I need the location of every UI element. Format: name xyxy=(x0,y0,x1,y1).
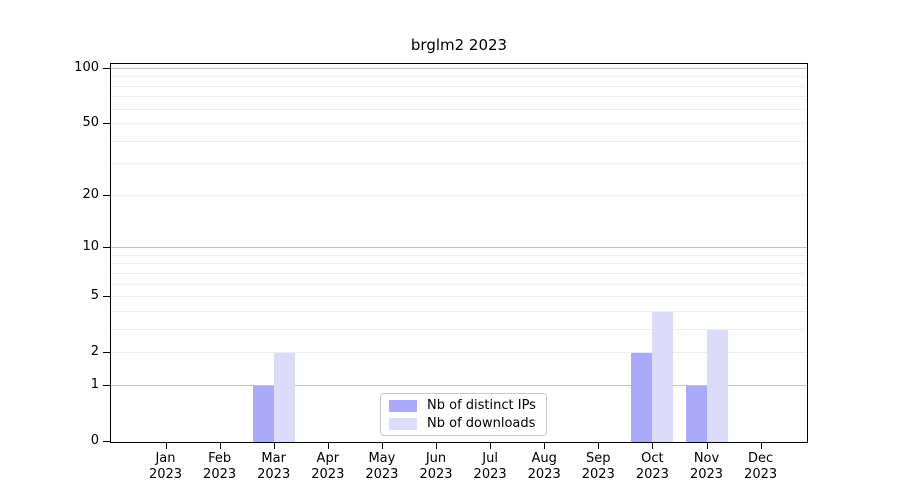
gridline-minor xyxy=(111,123,807,125)
x-tick-month: Jun xyxy=(425,451,447,466)
x-tick-label: Nov 2023 xyxy=(675,451,739,483)
x-axis-tick xyxy=(219,443,221,449)
legend: Nb of distinct IPs Nb of downloads xyxy=(380,393,547,436)
x-tick-label: Feb 2023 xyxy=(188,451,252,483)
bar-nb-of-distinct-ips xyxy=(631,353,653,442)
bar-nb-of-distinct-ips xyxy=(685,385,707,442)
y-tick-label: 10 xyxy=(82,239,99,255)
x-tick-year: 2023 xyxy=(365,467,399,482)
x-tick-year: 2023 xyxy=(419,467,453,482)
bar-nb-of-downloads xyxy=(652,311,674,442)
x-tick-label: Dec 2023 xyxy=(729,451,793,483)
bar-nb-of-downloads xyxy=(706,329,728,442)
x-tick-month: May xyxy=(368,451,396,466)
x-tick-month: Oct xyxy=(641,451,664,466)
gridline-minor xyxy=(111,310,807,312)
plot-area xyxy=(110,63,808,443)
x-tick-year: 2023 xyxy=(257,467,291,482)
x-tick-label: Jan 2023 xyxy=(134,451,198,483)
x-axis-tick xyxy=(327,443,329,449)
gridline-major xyxy=(111,384,807,386)
x-tick-year: 2023 xyxy=(311,467,345,482)
x-axis-tick xyxy=(598,443,600,449)
gridline-minor xyxy=(111,352,807,354)
legend-label: Nb of distinct IPs xyxy=(427,398,536,413)
x-axis-tick xyxy=(760,443,762,449)
gridline-minor xyxy=(111,194,807,196)
gridline-minor xyxy=(111,140,807,142)
legend-item: Nb of distinct IPs xyxy=(389,398,538,413)
legend-label: Nb of downloads xyxy=(427,416,536,431)
y-tick-label: 100 xyxy=(74,59,99,75)
y-tick-label: 5 xyxy=(90,288,99,304)
x-axis-tick xyxy=(652,443,654,449)
y-tick-label: 50 xyxy=(82,115,99,131)
bar-nb-of-downloads xyxy=(273,353,295,442)
gridline-minor xyxy=(111,163,807,165)
x-tick-year: 2023 xyxy=(689,467,724,482)
gridline-minor xyxy=(111,85,807,87)
x-tick-month: Jul xyxy=(482,451,498,466)
x-axis-tick xyxy=(544,443,546,449)
x-axis-tick xyxy=(490,443,492,449)
y-tick-label: 2 xyxy=(90,344,99,360)
x-tick-year: 2023 xyxy=(581,467,615,482)
y-tick-label: 0 xyxy=(90,433,99,448)
x-axis-tick xyxy=(273,443,275,449)
x-tick-label: Jun 2023 xyxy=(404,451,468,483)
x-tick-label: Jul 2023 xyxy=(458,451,522,483)
x-tick-year: 2023 xyxy=(635,467,669,482)
x-axis-tick xyxy=(165,443,167,449)
y-tick-label: 1 xyxy=(90,376,99,392)
chart-title: brglm2 2023 xyxy=(410,36,508,54)
gridline-major xyxy=(111,67,807,69)
x-tick-year: 2023 xyxy=(203,467,237,482)
gridline-minor xyxy=(111,263,807,265)
x-tick-label: May 2023 xyxy=(350,451,414,483)
y-tick-label: 20 xyxy=(82,186,99,202)
gridline-minor xyxy=(111,108,807,110)
y-axis-tick xyxy=(103,247,110,249)
legend-swatch-downloads xyxy=(389,417,417,430)
y-axis-tick xyxy=(103,441,110,442)
y-axis-tick xyxy=(103,123,110,125)
x-tick-label: Sep 2023 xyxy=(566,451,630,483)
gridline-minor xyxy=(111,296,807,298)
y-axis-tick xyxy=(103,194,110,196)
x-tick-month: Aug xyxy=(531,451,557,466)
x-tick-month: Nov xyxy=(693,451,720,466)
y-axis-tick xyxy=(103,67,110,69)
gridline-minor xyxy=(111,328,807,330)
bar-nb-of-distinct-ips xyxy=(252,385,274,442)
x-tick-year: 2023 xyxy=(473,467,507,482)
x-tick-year: 2023 xyxy=(744,467,778,482)
x-axis-tick xyxy=(706,443,708,449)
y-axis-tick xyxy=(103,384,110,386)
x-tick-month: Mar xyxy=(261,451,286,466)
gridline-minor xyxy=(111,76,807,78)
x-tick-label: Mar 2023 xyxy=(242,451,306,483)
gridline-minor xyxy=(111,283,807,285)
legend-item: Nb of downloads xyxy=(389,416,538,431)
x-tick-month: Jan xyxy=(155,451,176,466)
legend-swatch-distinct-ips xyxy=(389,399,417,412)
gridline-minor xyxy=(111,96,807,98)
x-tick-year: 2023 xyxy=(148,467,183,482)
x-tick-month: Dec xyxy=(748,451,774,466)
x-axis-tick xyxy=(436,443,437,449)
x-tick-label: Apr 2023 xyxy=(296,451,360,483)
x-axis-tick xyxy=(381,443,383,449)
gridline-major xyxy=(111,247,807,249)
gridline-minor xyxy=(111,272,807,274)
gridline-minor xyxy=(111,254,807,256)
y-axis-tick xyxy=(103,296,110,298)
x-tick-month: Feb xyxy=(208,451,232,466)
x-tick-label: Aug 2023 xyxy=(512,451,576,483)
y-axis-tick xyxy=(103,352,110,354)
x-tick-month: Sep xyxy=(586,451,611,466)
x-tick-year: 2023 xyxy=(527,467,561,482)
x-tick-month: Apr xyxy=(316,451,340,466)
x-tick-label: Oct 2023 xyxy=(620,451,684,483)
